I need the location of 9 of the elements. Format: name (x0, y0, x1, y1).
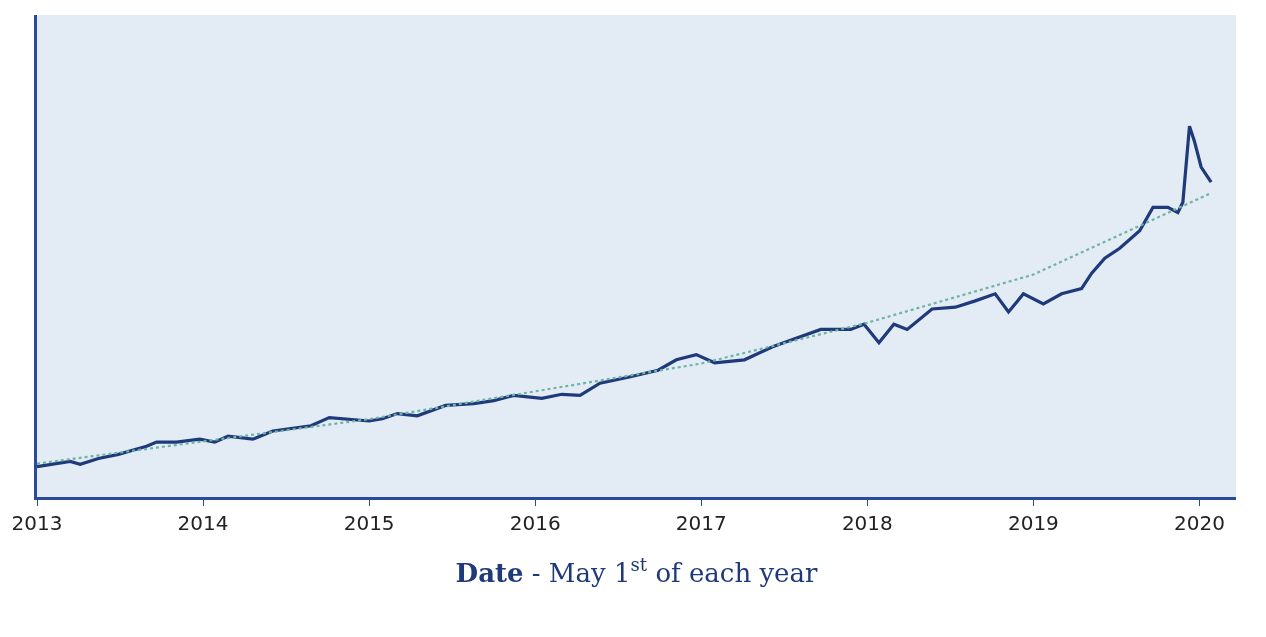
x-tick-label: 2019 (1007, 511, 1059, 535)
x-tick-label: 2020 (1174, 511, 1225, 535)
x-tick-label: 2013 (11, 511, 63, 535)
x-tick-label: 2015 (343, 511, 395, 535)
x-tick-label: 2016 (509, 511, 561, 535)
x-tick-label: 2017 (675, 511, 727, 535)
x-tick-label: 2014 (177, 511, 229, 535)
x-axis-title: Date - May 1$^{st}$ of each year (455, 553, 818, 588)
x-tick-label: 2018 (841, 511, 893, 535)
